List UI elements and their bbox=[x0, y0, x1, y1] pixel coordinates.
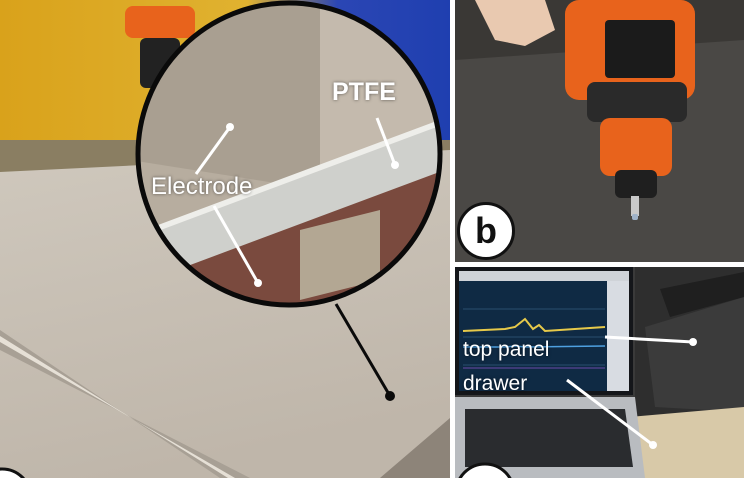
electrode-dot-lower bbox=[254, 279, 262, 287]
ptfe-label: PTFE bbox=[332, 78, 396, 106]
electrode-leader-lower bbox=[212, 205, 260, 284]
board-photo bbox=[0, 0, 450, 478]
ptfe-leader bbox=[375, 117, 397, 166]
magnified-inset bbox=[138, 3, 440, 305]
badge-a-partial bbox=[0, 467, 26, 478]
drawer-wood bbox=[630, 407, 744, 478]
top-panel-leader bbox=[604, 335, 694, 344]
laptop-photo bbox=[455, 267, 744, 478]
electrode-dot-upper bbox=[226, 123, 234, 131]
top-panel-board bbox=[645, 297, 744, 412]
electrode-label: Electrode bbox=[151, 173, 253, 200]
trace-top-panel bbox=[462, 317, 606, 333]
drill-photo bbox=[455, 0, 744, 262]
panel-c-laptop-photo: top panel drawer bbox=[455, 267, 744, 478]
panel-a-board-photo: Electrode PTFE bbox=[0, 0, 450, 478]
electrode-band bbox=[150, 120, 440, 280]
drill bbox=[565, 0, 695, 220]
top-panel-label: top panel bbox=[463, 338, 550, 361]
drawer-dot bbox=[649, 441, 657, 449]
electrode-leader-upper bbox=[194, 126, 232, 175]
magnifier-leader bbox=[334, 303, 392, 397]
panel-b-badge: b bbox=[457, 202, 515, 260]
trace-drawer bbox=[463, 345, 606, 348]
badge-c-partial bbox=[458, 462, 512, 478]
drawer-label: drawer bbox=[463, 372, 528, 395]
magnifier-ring bbox=[135, 0, 443, 308]
panel-b-drill-photo: b bbox=[455, 0, 744, 262]
drawer-leader bbox=[566, 378, 654, 447]
top-panel-dot bbox=[689, 338, 697, 346]
ptfe-dot bbox=[391, 161, 399, 169]
sensor-plot bbox=[462, 308, 606, 369]
hand bbox=[475, 0, 555, 46]
magnifier-target-dot bbox=[385, 391, 395, 401]
